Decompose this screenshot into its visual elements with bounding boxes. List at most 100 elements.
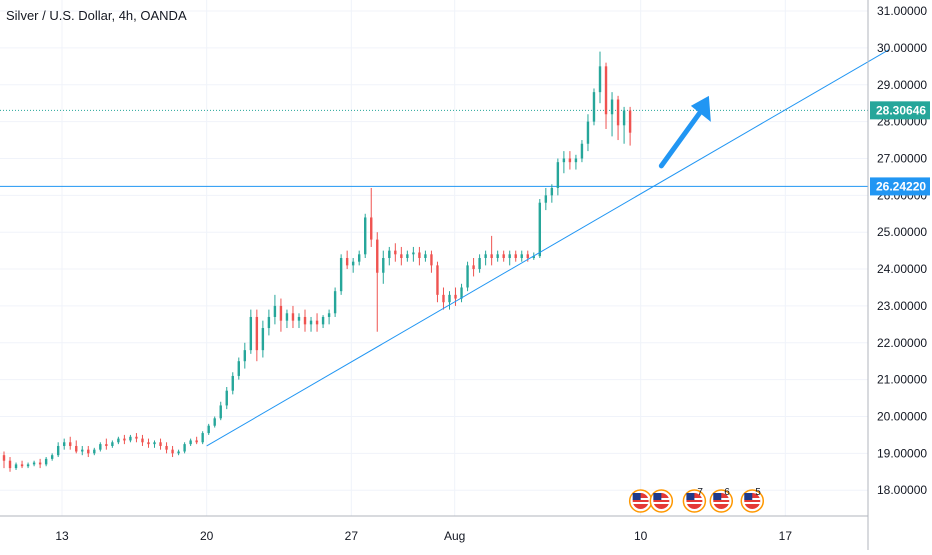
- candle-body: [622, 110, 626, 126]
- candle-body: [406, 254, 409, 258]
- candle-body: [526, 254, 529, 258]
- candle-body: [111, 442, 114, 446]
- candle-body: [81, 449, 84, 452]
- candle-body: [339, 258, 343, 292]
- candle-body: [478, 258, 481, 270]
- candle-body: [141, 438, 144, 443]
- candle-body: [508, 254, 511, 258]
- y-tick-label: 27.00000: [877, 151, 927, 165]
- candle-body: [315, 320, 319, 325]
- y-tick-label: 20.00000: [877, 409, 927, 423]
- level-label: 26.24220: [876, 179, 926, 193]
- candle-body: [418, 252, 421, 258]
- candle-body: [351, 261, 355, 266]
- candle-body: [604, 66, 608, 115]
- candle-body: [44, 458, 48, 465]
- candle-body: [303, 316, 307, 325]
- y-tick-label: 23.00000: [877, 299, 927, 313]
- event-markers: 7 6 5: [628, 487, 765, 513]
- candle-body: [117, 438, 120, 443]
- candle-body: [171, 449, 174, 454]
- candle-body: [26, 464, 30, 467]
- y-tick-label: 30.00000: [877, 41, 927, 55]
- candle-body: [345, 258, 349, 266]
- y-tick-label: 18.00000: [877, 483, 927, 497]
- candle-body: [400, 254, 403, 258]
- x-tick-label: 17: [779, 529, 793, 543]
- flag-canton: [686, 493, 695, 500]
- candle-body: [69, 442, 72, 446]
- grid: [0, 0, 868, 516]
- candle-body: [93, 449, 96, 454]
- candle-body: [472, 265, 475, 270]
- candle-body: [183, 444, 186, 452]
- x-tick-label: 13: [55, 529, 69, 543]
- candle-body: [243, 350, 247, 362]
- y-tick-label: 19.00000: [877, 446, 927, 460]
- candle-body: [285, 313, 289, 321]
- candle-body: [520, 254, 523, 258]
- flag-stripe: [686, 502, 703, 504]
- candle-body: [135, 436, 138, 439]
- drawings: [206, 49, 889, 447]
- candle-body: [213, 418, 216, 426]
- candle-body: [580, 143, 584, 159]
- flag-stripe: [744, 502, 761, 504]
- candle-body: [490, 254, 493, 258]
- candle-body: [231, 375, 234, 391]
- candle-body: [63, 442, 66, 446]
- candle-body: [394, 250, 397, 255]
- candle-body: [430, 254, 433, 266]
- trendline: [206, 49, 889, 447]
- candle-body: [267, 316, 271, 329]
- candle-body: [333, 291, 337, 314]
- flag-stripe: [632, 502, 649, 504]
- candle-body: [502, 254, 505, 258]
- candle-body: [592, 92, 596, 122]
- event-count: 5: [755, 487, 761, 498]
- candle-body: [514, 254, 517, 258]
- candle-body: [496, 254, 499, 258]
- candle-body: [56, 445, 60, 456]
- candle-body: [225, 390, 228, 406]
- candle-body: [550, 187, 554, 196]
- x-tick-label: 20: [200, 529, 214, 543]
- candle-body: [249, 316, 253, 351]
- candle-body: [177, 451, 180, 454]
- candle-body: [279, 305, 283, 321]
- candle-body: [376, 239, 379, 273]
- candle-body: [99, 444, 102, 450]
- candle-body: [466, 265, 469, 288]
- candle-body: [129, 436, 132, 441]
- candle-body: [38, 462, 42, 465]
- candle-body: [424, 254, 427, 258]
- candle-body: [87, 449, 90, 454]
- candle-body: [201, 433, 204, 443]
- candle-body: [147, 442, 150, 445]
- candle-body: [610, 99, 614, 115]
- y-tick-label: 25.00000: [877, 225, 927, 239]
- candle-body: [532, 256, 535, 258]
- candle-body: [32, 462, 36, 465]
- flag-stripe: [713, 502, 730, 504]
- candle-body: [207, 425, 210, 434]
- candle-body: [628, 110, 632, 133]
- candle-body: [616, 99, 620, 126]
- level-label-bg: [870, 177, 930, 196]
- flag-canton: [632, 493, 641, 500]
- candle-body: [255, 316, 259, 351]
- candle-body: [261, 328, 265, 351]
- candle-body: [442, 294, 445, 303]
- candle-body: [273, 305, 277, 317]
- candle-body: [544, 195, 548, 203]
- candle-body: [50, 455, 54, 459]
- candle-body: [195, 440, 198, 443]
- arrow-head: [690, 95, 711, 122]
- candle-body: [153, 442, 156, 445]
- candle-body: [159, 442, 162, 446]
- event-count: 6: [724, 487, 730, 498]
- candle-body: [586, 121, 590, 144]
